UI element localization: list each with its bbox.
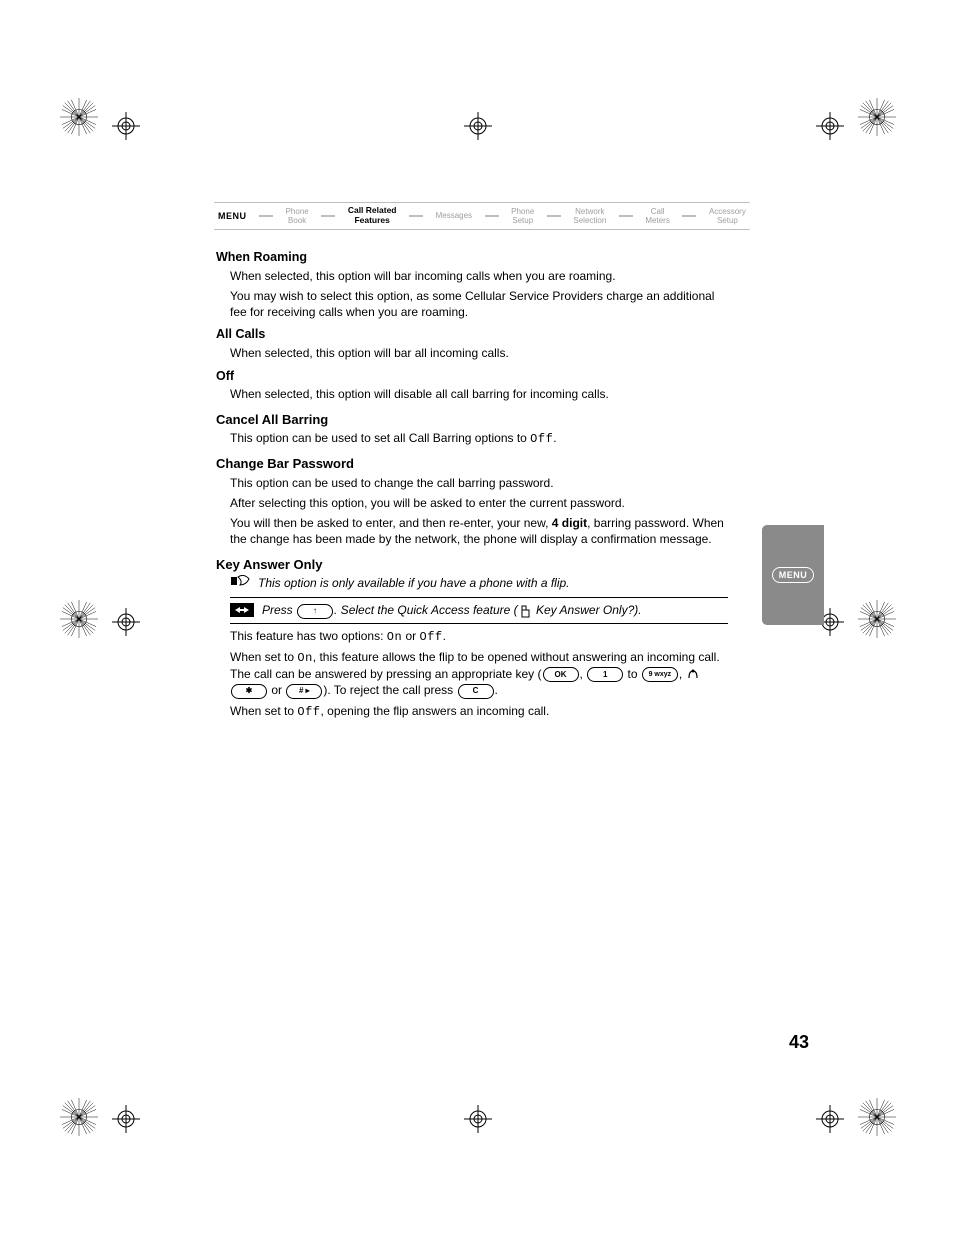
heading-cancel-all-barring: Cancel All Barring (216, 411, 728, 429)
body-text: This option can be used to set all Call … (230, 430, 728, 447)
heading-key-answer-only: Key Answer Only (216, 556, 728, 574)
separator (230, 623, 728, 624)
key-up-icon: ↑ (297, 604, 333, 619)
body-text: When selected, this option will disable … (230, 386, 728, 402)
key-one-icon: 1 (587, 667, 623, 682)
ribbon-item-accessory: AccessorySetup (705, 207, 750, 225)
phone-flip-icon (519, 605, 532, 618)
note-row: This option is only available if you hav… (230, 575, 728, 591)
body-text: This feature has two options: On or Off. (230, 628, 728, 645)
heading-when-roaming: When Roaming (216, 249, 728, 266)
print-mark-icon (464, 112, 492, 140)
key-hash-icon: # ▸ (286, 684, 322, 699)
shortcut-icon (230, 603, 254, 617)
ribbon-item-call-meters: CallMeters (641, 207, 673, 225)
page-number: 43 (789, 1032, 809, 1053)
side-tab-label: MENU (772, 567, 815, 583)
print-mark-icon (816, 1105, 844, 1133)
key-nine-icon: 9 wxyz (642, 667, 678, 682)
note-text: This option is only available if you hav… (258, 575, 570, 591)
ribbon-item-messages: Messages (432, 211, 476, 220)
print-mark-icon (112, 608, 140, 636)
body-text: When selected, this option will bar inco… (230, 268, 728, 284)
body-text: When set to On, this feature allows the … (230, 649, 728, 699)
body-text: When selected, this option will bar all … (230, 345, 728, 361)
print-mark-icon (464, 1105, 492, 1133)
key-c-icon: C (458, 684, 494, 699)
ribbon-item-phone-setup: PhoneSetup (507, 207, 538, 225)
ribbon-menu-label: MENU (218, 211, 247, 221)
send-icon (687, 668, 700, 681)
body-text: This option can be used to change the ca… (230, 475, 728, 491)
heading-off: Off (216, 368, 728, 385)
ribbon-item-phonebook: PhoneBook (282, 207, 313, 225)
print-mark-icon (858, 98, 896, 136)
note-icon (230, 575, 252, 591)
side-tab: MENU (762, 525, 824, 625)
body-text: You may wish to select this option, as s… (230, 288, 728, 320)
heading-change-bar-password: Change Bar Password (216, 455, 728, 473)
body-text: After selecting this option, you will be… (230, 495, 728, 511)
separator (230, 597, 728, 598)
print-mark-icon (858, 600, 896, 638)
print-mark-icon (60, 1098, 98, 1136)
print-mark-icon (816, 112, 844, 140)
heading-all-calls: All Calls (216, 326, 728, 343)
menu-ribbon: MENU PhoneBook Call RelatedFeatures Mess… (214, 202, 750, 230)
print-mark-icon (112, 1105, 140, 1133)
print-mark-icon (60, 600, 98, 638)
ribbon-item-call-related: Call RelatedFeatures (344, 206, 401, 226)
key-star-icon: ✱ (231, 684, 267, 699)
key-ok-icon: OK (543, 667, 579, 682)
page-content: When Roaming When selected, this option … (216, 243, 728, 724)
shortcut-text: Press ↑. Select the Quick Access feature… (262, 602, 642, 618)
shortcut-row: Press ↑. Select the Quick Access feature… (230, 602, 728, 618)
print-mark-icon (60, 98, 98, 136)
print-mark-icon (112, 112, 140, 140)
ribbon-item-network: NetworkSelection (569, 207, 610, 225)
print-mark-icon (858, 1098, 896, 1136)
body-text: When set to Off, opening the flip answer… (230, 703, 728, 720)
body-text: You will then be asked to enter, and the… (230, 515, 728, 547)
